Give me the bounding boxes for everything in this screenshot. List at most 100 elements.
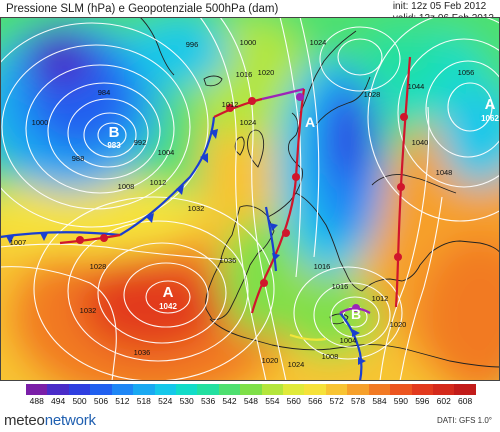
isobar-label: 1012 [372,294,389,303]
cold-front-atlantic [119,116,216,236]
scale-value: 590 [393,396,408,406]
scale-value: 512 [115,396,130,406]
cold-front-iberia [264,206,278,272]
color-swatch [154,384,176,395]
coast-baltic [315,76,371,126]
scale-value: 530 [179,396,194,406]
color-swatch [133,384,155,395]
coast-iceland [203,75,223,87]
isobar-label: 984 [98,88,111,97]
cold-front-med [339,312,363,381]
scale-value: 524 [158,396,173,406]
init-time: init: 12z 05 Feb 2012 [392,1,487,12]
map-title: Pressione SLM (hPa) e Geopotenziale 500h… [6,3,279,15]
color-swatch [347,384,369,395]
color-swatch [304,384,326,395]
color-swatch [111,384,134,395]
isobar-label: 1004 [340,336,357,345]
color-scale-bar [26,384,476,395]
high-east-letter: A [485,96,496,113]
coast-france [267,112,303,218]
low-center-value: 983 [107,141,121,150]
coast-italy [295,192,363,292]
color-swatch [90,384,112,395]
scale-value: 572 [329,396,344,406]
scale-value: 554 [265,396,280,406]
color-swatch [411,384,434,395]
isobar-label: 1032 [188,204,205,213]
isobar-label: 1040 [412,138,429,147]
scale-value: 578 [350,396,366,406]
azores-high-letter: A [163,284,174,301]
color-swatch [261,384,284,395]
isobar-label: 1000 [240,38,257,47]
scale-value: 536 [200,396,216,406]
isobar-label: 1020 [258,68,275,77]
cold-front-west [0,231,121,239]
color-swatch [390,384,412,395]
isobar-label: 988 [72,154,85,163]
isobar-label: 1036 [134,348,151,357]
occluded-front [261,87,305,101]
coast-iberia [205,205,275,320]
isobar-label: 1024 [240,118,257,127]
scale-value: 500 [72,396,87,406]
med-low-letter: B [351,306,361,322]
scale-value: 506 [93,396,109,406]
color-swatch [218,384,241,395]
logo-prefix: meteo [4,412,45,429]
front-symbols [6,93,408,365]
isobar-label: 1012 [150,178,167,187]
color-swatch [68,384,91,395]
isobar-label: 1016 [236,70,253,79]
isobar-labels: 984 988 992 996 1000 1000 1004 1008 1012… [10,38,475,369]
north-high-letter: A [305,114,315,130]
coast-greenland [139,17,175,76]
isobar-label: 1024 [288,360,305,369]
color-swatch [283,384,305,395]
scale-value: 548 [243,396,259,406]
logo-suffix: network [44,412,96,429]
scale-value: 518 [136,396,151,406]
azores-high-value: 1042 [159,302,177,311]
color-swatch [368,384,391,395]
low-center-letter: B [109,124,120,141]
warm-front-east [394,56,412,308]
isobar-label: 1000 [32,118,49,127]
scale-value: 542 [222,396,237,406]
color-swatch [175,384,198,395]
coast-ireland [234,136,245,156]
isobar-label: 1020 [262,356,279,365]
color-scale-labels: 488 494 500 506 512 518 524 530 536 542 548 554 560 5… [26,396,476,406]
isobar-label: 1036 [220,256,237,265]
color-swatch [454,384,476,395]
isobar-label: 1032 [80,306,97,315]
scale-value: 566 [308,396,323,406]
isobar-label: 1016 [332,282,349,291]
scale-value: 584 [372,396,387,406]
isobar-label: 1004 [158,148,175,157]
isobar-label: 1028 [90,262,107,271]
isobar-label: 1028 [364,90,381,99]
isobar-label: 1048 [436,168,453,177]
scale-value: 488 [29,396,44,406]
isobar-label: 1016 [314,262,331,271]
color-swatch [26,384,48,395]
geopotential-field [0,17,500,381]
color-swatch [47,384,69,395]
high-east-value: 1062 [481,114,499,123]
model-info: DATI: GFS 1.0° [436,416,492,425]
coast-island [329,313,349,325]
isobar-label: 996 [186,40,199,49]
logo: meteonetwork [4,412,96,429]
color-swatch [433,384,455,395]
isobar-label: 1008 [322,352,339,361]
coast-black-sea [361,240,500,292]
isobar-label: 1056 [458,68,475,77]
color-swatch [240,384,262,395]
coast-scandinavia [299,30,357,114]
color-swatch [325,384,348,395]
warm-front-west [59,233,121,245]
isobar-label: 992 [134,138,147,147]
isobars [0,17,500,381]
